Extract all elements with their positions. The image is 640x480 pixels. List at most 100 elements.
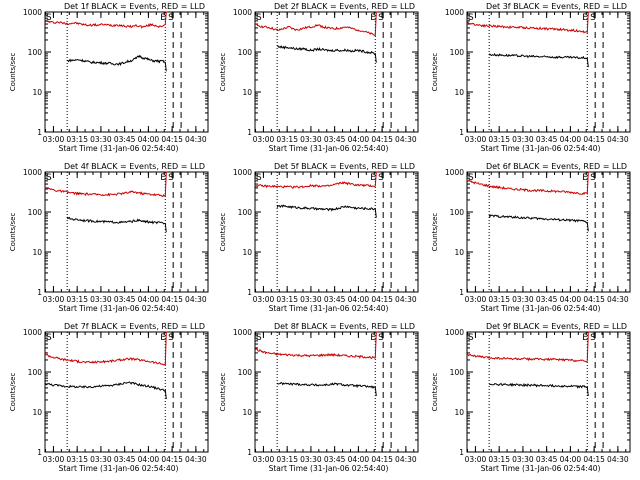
x-tick-label: 03:45	[536, 135, 558, 144]
chart-title: Det 8f BLACK = Events, RED = LLD	[274, 322, 415, 331]
y-tick-label: 100	[238, 368, 253, 377]
x-tick-label: 03:15	[276, 295, 298, 304]
chart-title: Det 7f BLACK = Events, RED = LLD	[64, 322, 205, 331]
red-lld-series-line	[254, 331, 378, 360]
plot-frame	[466, 11, 631, 133]
marker-label: E	[160, 173, 166, 183]
y-tick-label: 100	[450, 48, 465, 57]
chart-title: Det 9f BLACK = Events, RED = LLD	[486, 322, 627, 331]
x-tick-label: 03:30	[300, 135, 322, 144]
y-tick-label: 1	[37, 448, 42, 457]
x-tick-label: 03:00	[253, 455, 275, 464]
y-tick-label: 1	[459, 448, 464, 457]
x-tick-label: 03:00	[253, 295, 275, 304]
black-events-series-line	[488, 52, 589, 68]
y-tick-label: 1	[459, 288, 464, 297]
x-tick-label: 03:15	[66, 135, 88, 144]
red-lld-series-line	[44, 171, 168, 198]
y-tick-label: 1000	[233, 8, 252, 17]
x-tick-label: 03:15	[488, 295, 510, 304]
red-lld-series-line	[254, 11, 378, 37]
marker-label: S	[168, 333, 174, 343]
marker-label: S	[378, 13, 384, 23]
marker-label-s-start: S	[256, 173, 262, 183]
marker-label: S	[590, 13, 596, 23]
x-tick-label: 04:30	[185, 295, 207, 304]
x-axis-label: Start Time (31-Jan-06 02:54:40)	[481, 304, 601, 313]
y-tick-label: 10	[242, 248, 252, 257]
x-tick-label: 04:15	[371, 135, 393, 144]
y-tick-label: 1	[247, 128, 252, 137]
y-tick-label: 100	[28, 208, 43, 217]
marker-label: S	[378, 333, 384, 343]
y-axis-label: Counts/sec	[9, 213, 17, 252]
y-tick-label: 100	[238, 208, 253, 217]
y-tick-label: 10	[454, 88, 464, 97]
y-tick-label: 1000	[445, 8, 464, 17]
plot-frame	[44, 11, 209, 133]
x-tick-label: 04:15	[371, 455, 393, 464]
marker-label: S	[168, 13, 174, 23]
x-tick-label: 04:30	[607, 295, 629, 304]
x-tick-label: 04:30	[607, 135, 629, 144]
y-tick-label: 1	[459, 128, 464, 137]
red-lld-series-line	[466, 171, 590, 196]
plot-frame	[254, 331, 419, 453]
x-tick-label: 04:15	[371, 295, 393, 304]
y-tick-label: 100	[28, 48, 43, 57]
y-axis-label: Counts/sec	[431, 53, 439, 92]
chart-panel-7: Det 7f BLACK = Events, RED = LLD 1 10 100 10…	[9, 322, 209, 473]
x-tick-label: 04:00	[348, 295, 370, 304]
x-tick-label: 03:30	[512, 295, 534, 304]
y-tick-label: 1000	[445, 168, 464, 177]
plot-frame	[466, 171, 631, 293]
plot-frame	[466, 331, 631, 453]
chart-panel-3: Det 3f BLACK = Events, RED = LLD 1 10 100 10…	[431, 2, 631, 153]
chart-panel-5: Det 5f BLACK = Events, RED = LLD 1 10 100 10…	[219, 162, 419, 313]
x-tick-label: 04:00	[348, 455, 370, 464]
x-tick-label: 03:00	[43, 455, 65, 464]
x-axis-label: Start Time (31-Jan-06 02:54:40)	[269, 144, 389, 153]
black-events-series-line	[488, 382, 589, 396]
marker-label-s-start: S	[468, 173, 474, 183]
x-tick-label: 03:00	[465, 135, 487, 144]
marker-label: S	[378, 173, 384, 183]
x-tick-label: 04:30	[185, 135, 207, 144]
x-axis-label: Start Time (31-Jan-06 02:54:40)	[59, 464, 179, 473]
y-tick-label: 1	[37, 288, 42, 297]
x-tick-label: 03:30	[90, 295, 112, 304]
marker-label-s-start: S	[468, 333, 474, 343]
y-tick-label: 10	[32, 88, 42, 97]
y-tick-label: 1000	[23, 8, 42, 17]
x-tick-label: 03:45	[536, 295, 558, 304]
x-tick-label: 03:15	[488, 135, 510, 144]
y-tick-label: 1000	[233, 168, 252, 177]
x-tick-label: 03:30	[300, 455, 322, 464]
y-tick-label: 10	[454, 248, 464, 257]
x-tick-label: 04:00	[560, 295, 582, 304]
chart-title: Det 6f BLACK = Events, RED = LLD	[486, 162, 627, 171]
y-tick-label: 100	[450, 368, 465, 377]
plot-frame	[254, 171, 419, 293]
x-tick-label: 03:30	[300, 295, 322, 304]
y-tick-label: 10	[242, 408, 252, 417]
y-tick-label: 1	[247, 288, 252, 297]
chart-panel-4: Det 4f BLACK = Events, RED = LLD 1 10 100 10…	[9, 162, 209, 313]
x-tick-label: 03:00	[43, 295, 65, 304]
black-events-series-line	[276, 204, 377, 218]
x-tick-label: 03:30	[90, 455, 112, 464]
y-tick-label: 10	[32, 408, 42, 417]
black-events-series-line	[44, 381, 167, 400]
x-tick-label: 03:45	[324, 455, 346, 464]
black-events-series-line	[66, 216, 167, 233]
x-tick-label: 04:00	[560, 455, 582, 464]
marker-label: E	[582, 13, 588, 23]
plot-frame	[44, 171, 209, 293]
x-axis-label: Start Time (31-Jan-06 02:54:40)	[59, 144, 179, 153]
x-tick-label: 03:00	[253, 135, 275, 144]
y-axis-label: Counts/sec	[9, 53, 17, 92]
x-tick-label: 04:30	[395, 135, 417, 144]
marker-label-s-start: S	[256, 333, 262, 343]
x-tick-label: 03:45	[324, 135, 346, 144]
x-tick-label: 03:45	[114, 135, 136, 144]
